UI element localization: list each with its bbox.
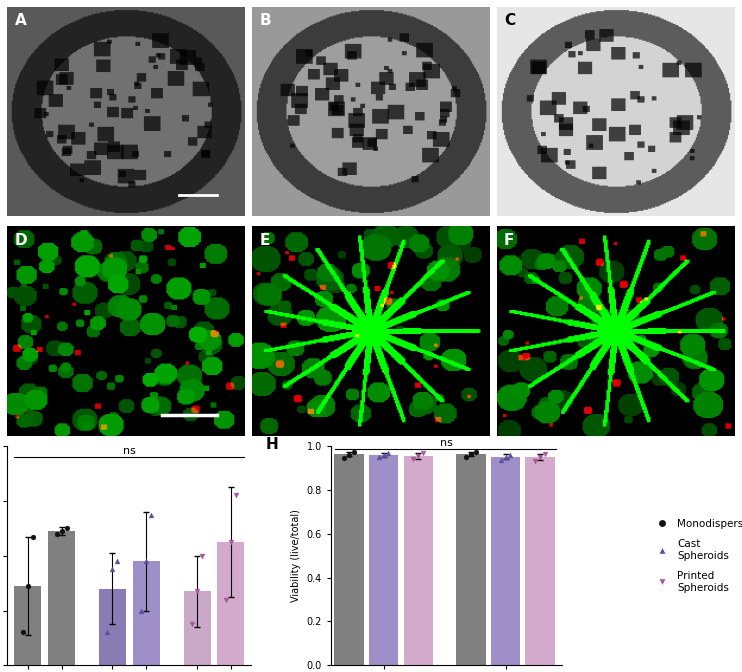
Bar <box>183 591 211 665</box>
Text: C: C <box>504 13 515 28</box>
Bar <box>99 589 126 665</box>
Text: F: F <box>504 233 514 248</box>
Bar <box>14 586 42 665</box>
Bar <box>335 454 364 665</box>
Text: A: A <box>15 13 26 28</box>
Y-axis label: Viability (live/total): Viability (live/total) <box>291 509 301 602</box>
Bar <box>217 542 244 665</box>
Bar <box>525 457 555 665</box>
Bar <box>404 456 433 665</box>
Bar <box>491 457 520 665</box>
Bar <box>369 455 398 665</box>
Text: D: D <box>15 233 27 248</box>
Legend: Monodisperse, Cast
Spheroids, Printed
Spheroids: Monodisperse, Cast Spheroids, Printed Sp… <box>647 515 742 597</box>
Text: B: B <box>259 13 271 28</box>
Text: H: H <box>266 437 279 452</box>
Bar <box>48 531 75 665</box>
Text: ns: ns <box>440 438 453 448</box>
Bar <box>133 561 160 665</box>
Bar <box>456 454 485 665</box>
Text: E: E <box>259 233 269 248</box>
Text: ns: ns <box>123 446 136 456</box>
